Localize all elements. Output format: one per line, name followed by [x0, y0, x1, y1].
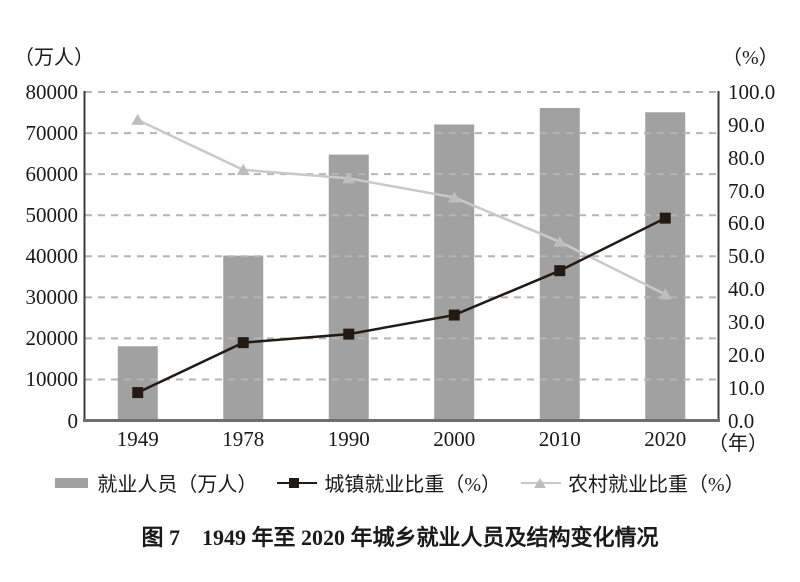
left-axis-unit-label: （万人） — [14, 47, 94, 69]
bar-swatch-icon — [55, 477, 89, 488]
y-left-tick-label: 20000 — [25, 326, 79, 351]
y-left-tick-label: 0 — [67, 408, 79, 433]
urban-share-line — [137, 217, 666, 394]
square-marker-2020 — [659, 212, 671, 224]
figure-caption: 图 7 1949 年至 2020 年城乡就业人员及结构变化情况 — [141, 525, 659, 550]
square-marker-1949 — [132, 387, 144, 399]
triangle-marker-1990 — [342, 172, 356, 184]
y-right-tick-label: 20.0 — [728, 342, 765, 367]
legend-item-label: 农村就业比重（%） — [568, 474, 745, 496]
y-right-tick-label: 90.0 — [728, 112, 765, 137]
x-tick-label: 2020 — [644, 427, 687, 451]
square-marker-2000 — [448, 309, 460, 321]
y-right-tick-label: 80.0 — [728, 145, 765, 170]
bar-1949 — [117, 346, 158, 421]
triangle-marker-2010 — [553, 235, 567, 247]
rural-share-line — [137, 118, 666, 296]
y-right-tick-label: 50.0 — [728, 244, 765, 269]
y-left-tick-label: 40000 — [25, 244, 79, 269]
y-left-tick-label: 70000 — [25, 121, 79, 146]
x-tick-label: 1990 — [327, 427, 370, 451]
legend-item-label: 就业人员（万人） — [97, 474, 258, 496]
legend: 就业人员（万人） 城镇就业比重（%） 农村就业比重（%） — [0, 468, 800, 497]
y-left-tick-label: 80000 — [25, 80, 79, 104]
y-left-tick-label: 10000 — [25, 367, 79, 392]
bar-2000 — [434, 124, 475, 421]
legend-item-rural-share: 农村就业比重（%） — [521, 468, 745, 497]
y-left-tick-label: 30000 — [25, 285, 79, 310]
line-triangle-marker-icon — [521, 477, 561, 489]
triangle-marker-1978 — [236, 163, 250, 175]
y-right-tick-label: 0.0 — [728, 408, 755, 433]
y-left-tick-label: 60000 — [25, 162, 79, 187]
line-square-marker-icon — [277, 477, 318, 489]
triangle-marker-2020 — [658, 288, 672, 300]
triangle-marker-1949 — [131, 113, 145, 125]
x-tick-label: 2010 — [538, 427, 581, 451]
legend-item-label: 城镇就业比重（%） — [324, 474, 501, 496]
legend-item-employment: 就业人员（万人） — [55, 468, 257, 497]
x-tick-label: 2000 — [433, 427, 476, 451]
y-right-tick-label: 10.0 — [728, 375, 765, 400]
legend-item-urban-share: 城镇就业比重（%） — [277, 468, 501, 497]
y-right-tick-label: 100.0 — [728, 80, 776, 104]
bar-2020 — [645, 112, 686, 421]
triangle-marker-2000 — [447, 191, 461, 203]
x-tick-label: 1949 — [116, 427, 159, 451]
bar-1990 — [328, 154, 369, 421]
x-axis-unit-label: （年） — [708, 433, 768, 455]
right-axis-unit-label: （%） — [722, 47, 779, 69]
legend-square-marker — [289, 477, 300, 488]
legend-triangle-marker — [534, 477, 546, 488]
y-right-tick-label: 40.0 — [728, 277, 765, 302]
plot-area — [83, 91, 720, 422]
x-tick-label: 1978 — [222, 427, 265, 451]
square-marker-1978 — [237, 337, 249, 349]
square-marker-2010 — [554, 265, 566, 277]
y-right-tick-label: 30.0 — [728, 309, 765, 334]
y-left-tick-label: 50000 — [25, 203, 79, 228]
square-marker-1990 — [343, 328, 355, 340]
y-right-tick-label: 70.0 — [728, 178, 765, 203]
y-right-tick-label: 60.0 — [728, 211, 765, 236]
